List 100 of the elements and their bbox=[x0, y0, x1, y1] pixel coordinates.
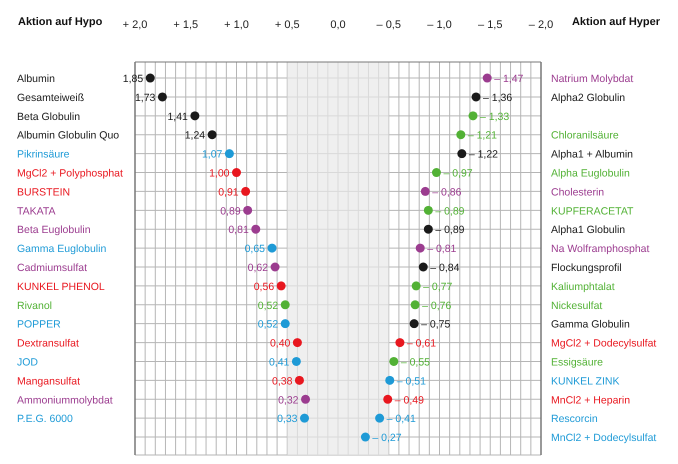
point bbox=[432, 168, 441, 178]
y-tick-label: TAKATA bbox=[17, 205, 56, 218]
point bbox=[412, 281, 421, 290]
y-tick-label: Albumin bbox=[17, 73, 56, 86]
y2-tick-label: MnCl2 + Dodecylsulfat bbox=[551, 432, 656, 444]
data-label: – 0,75 bbox=[421, 318, 450, 331]
point bbox=[243, 206, 252, 215]
y2-tick-label: MgCl2 + Dodecylsulfat bbox=[551, 338, 656, 350]
data-label: 1,24 bbox=[184, 130, 206, 142]
point bbox=[418, 262, 428, 272]
point bbox=[410, 319, 419, 328]
point bbox=[232, 168, 241, 178]
point bbox=[208, 130, 217, 140]
data-label: – 0,89 bbox=[435, 205, 465, 218]
data-label: – 1,36 bbox=[483, 92, 512, 104]
point bbox=[158, 92, 167, 102]
y-tick-label: Gesamteiweiß bbox=[17, 92, 84, 104]
data-label: 0,40 bbox=[270, 338, 291, 350]
point bbox=[270, 262, 280, 272]
data-label: 0,32 bbox=[278, 394, 299, 406]
text: Aktion auf Hyper bbox=[572, 16, 660, 28]
point bbox=[241, 186, 250, 196]
x-tick-label: – 0,5 bbox=[376, 19, 401, 31]
data-label: – 0,77 bbox=[423, 280, 453, 293]
y2-tick-label: Chloranilsäure bbox=[551, 130, 619, 142]
x-tick-label: 0,0 bbox=[330, 19, 346, 31]
data-label: – 0,61 bbox=[406, 338, 436, 350]
y-tick-label: Beta Euglobulin bbox=[17, 224, 91, 236]
y2-tick-label: Rescorcin bbox=[551, 413, 598, 426]
data-label: – 1,22 bbox=[468, 148, 498, 161]
data-label: 0,41 bbox=[268, 356, 290, 368]
point bbox=[292, 338, 302, 348]
data-label: 0,91 bbox=[218, 186, 239, 198]
data-label: – 0,49 bbox=[394, 394, 424, 406]
data-label: 1,00 bbox=[209, 168, 230, 180]
point bbox=[468, 111, 478, 120]
y-tick-label: Rivanol bbox=[17, 300, 52, 312]
point bbox=[424, 206, 433, 215]
data-label: – 0,81 bbox=[427, 243, 457, 256]
point bbox=[146, 74, 155, 83]
data-label: 0,38 bbox=[272, 375, 293, 388]
y2-tick-label: MnCl2 + Heparin bbox=[551, 394, 630, 406]
data-label: – 0,41 bbox=[386, 413, 416, 426]
point bbox=[280, 319, 290, 328]
x-tick-label: – 2,0 bbox=[528, 19, 554, 31]
y-tick-label: P.E.G. 6000 bbox=[17, 413, 74, 426]
y2-tick-label: Alpha1 + Albumin bbox=[551, 148, 634, 161]
point bbox=[268, 244, 277, 253]
point bbox=[410, 300, 420, 310]
text: Aktion auf Hypo bbox=[18, 16, 102, 28]
point bbox=[482, 74, 492, 83]
data-label: – 0,84 bbox=[430, 262, 460, 274]
point bbox=[424, 224, 433, 234]
point bbox=[416, 244, 425, 253]
data-label: – 1,33 bbox=[480, 110, 510, 123]
y-tick-label: Cadmiumsulfat bbox=[17, 262, 88, 274]
y-tick-label: Pikrinsäure bbox=[17, 148, 70, 161]
point bbox=[224, 149, 234, 158]
point bbox=[251, 224, 260, 234]
point bbox=[300, 414, 310, 423]
point bbox=[472, 92, 481, 102]
data-label: – 1,47 bbox=[494, 73, 524, 86]
data-label: – 0,51 bbox=[396, 375, 426, 388]
point bbox=[456, 130, 466, 140]
y-tick-label: Gamma Euglobulin bbox=[17, 243, 106, 256]
y2-tick-label: Essigsäure bbox=[551, 356, 604, 368]
data-label: 0,52 bbox=[258, 318, 278, 331]
data-label: 0,56 bbox=[254, 280, 274, 293]
point bbox=[457, 149, 466, 158]
x-tick-label: + 1,5 bbox=[173, 19, 198, 31]
data-label: 0,89 bbox=[220, 205, 241, 218]
x-tick-label: – 1,0 bbox=[427, 19, 452, 31]
point bbox=[420, 186, 430, 196]
point bbox=[276, 281, 286, 290]
data-label: 1,73 bbox=[134, 92, 156, 104]
data-label: – 0,55 bbox=[400, 356, 430, 368]
x-tick-label: + 0,5 bbox=[274, 19, 300, 31]
x-tick-label: – 1,5 bbox=[478, 19, 502, 31]
point bbox=[294, 376, 304, 385]
y2-tick-label: Alpha1 Globulin bbox=[551, 224, 626, 236]
x-tick-label: + 2,0 bbox=[122, 19, 148, 31]
data-label: – 0,89 bbox=[435, 224, 465, 236]
y2-tick-label: Kaliumphtalat bbox=[551, 280, 615, 293]
data-label: 0,52 bbox=[258, 300, 278, 312]
data-label: 0,81 bbox=[228, 224, 249, 236]
y2-tick-label: Natrium Molybdat bbox=[551, 73, 634, 86]
y2-tick-label: Alpha Euglobulin bbox=[551, 168, 630, 180]
y2-tick-label: Flockungsprofil bbox=[551, 262, 622, 274]
y-tick-label: MgCl2 + Polyphosphat bbox=[17, 168, 124, 180]
y-tick-label: Dextransulfat bbox=[17, 338, 79, 350]
data-label: 0,33 bbox=[277, 413, 298, 426]
data-label: – 0,76 bbox=[422, 300, 452, 312]
y-tick-label: JOD bbox=[17, 356, 38, 368]
y-tick-label: POPPER bbox=[17, 318, 62, 331]
data-label: – 0,27 bbox=[372, 432, 402, 444]
y2-tick-label: KUNKEL ZINK bbox=[551, 375, 620, 388]
point bbox=[190, 111, 200, 120]
point bbox=[292, 356, 301, 366]
y2-tick-label: Alpha2 Globulin bbox=[551, 92, 626, 104]
data-label: 0,62 bbox=[248, 262, 268, 274]
